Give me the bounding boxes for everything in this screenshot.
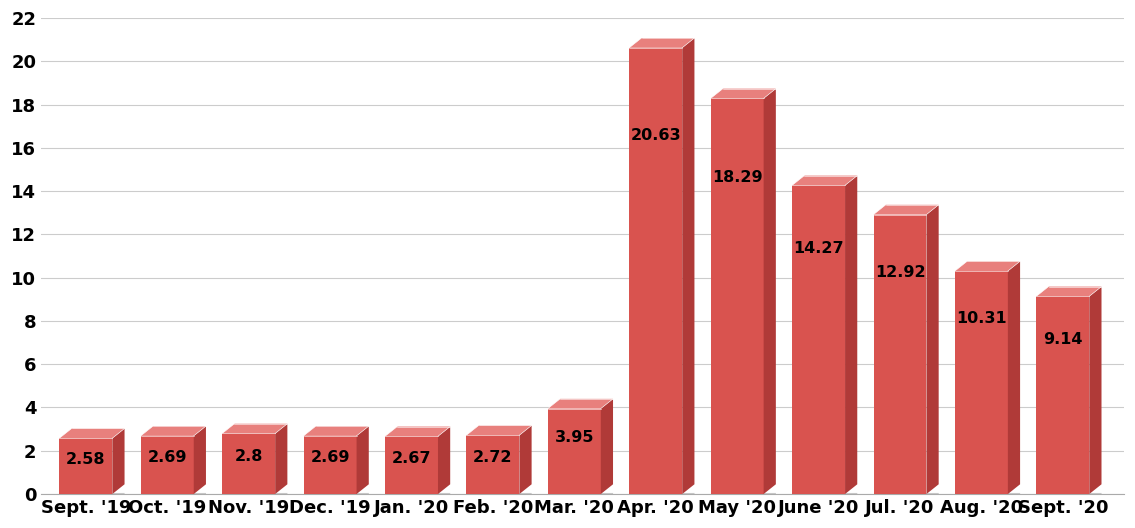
- Bar: [548, 409, 600, 494]
- Polygon shape: [955, 261, 1020, 271]
- Polygon shape: [304, 494, 369, 495]
- Text: 20.63: 20.63: [630, 128, 681, 143]
- Polygon shape: [59, 494, 125, 495]
- Polygon shape: [926, 205, 939, 494]
- Polygon shape: [356, 426, 369, 494]
- Polygon shape: [711, 494, 776, 495]
- Text: 2.69: 2.69: [310, 450, 350, 465]
- Bar: [874, 214, 926, 494]
- Polygon shape: [1090, 287, 1101, 494]
- Bar: [629, 48, 682, 494]
- Text: 2.58: 2.58: [66, 452, 106, 467]
- Text: 18.29: 18.29: [712, 169, 763, 185]
- Text: 2.67: 2.67: [392, 451, 431, 466]
- Polygon shape: [141, 494, 205, 495]
- Polygon shape: [141, 426, 205, 436]
- Bar: [466, 435, 520, 494]
- Polygon shape: [222, 494, 287, 495]
- Bar: [304, 436, 356, 494]
- Polygon shape: [629, 38, 695, 48]
- Polygon shape: [764, 89, 776, 494]
- Text: 12.92: 12.92: [875, 265, 925, 280]
- Polygon shape: [548, 494, 613, 495]
- Polygon shape: [600, 399, 613, 494]
- Polygon shape: [222, 424, 287, 433]
- Text: 2.72: 2.72: [473, 450, 513, 465]
- Text: 3.95: 3.95: [555, 430, 594, 445]
- Polygon shape: [874, 205, 939, 214]
- Bar: [385, 436, 438, 494]
- Polygon shape: [275, 424, 287, 494]
- Text: 14.27: 14.27: [793, 241, 844, 256]
- Bar: [141, 436, 194, 494]
- Polygon shape: [438, 427, 451, 494]
- Polygon shape: [466, 494, 531, 495]
- Polygon shape: [548, 399, 613, 409]
- Polygon shape: [874, 494, 939, 495]
- Bar: [1036, 296, 1090, 494]
- Polygon shape: [682, 38, 695, 494]
- Polygon shape: [1008, 261, 1020, 494]
- Polygon shape: [711, 89, 776, 98]
- Polygon shape: [955, 494, 1020, 495]
- Polygon shape: [846, 176, 857, 494]
- Bar: [711, 98, 764, 494]
- Text: 2.8: 2.8: [235, 449, 263, 464]
- Bar: [59, 438, 112, 494]
- Polygon shape: [1036, 494, 1101, 495]
- Polygon shape: [629, 494, 695, 495]
- Polygon shape: [520, 426, 531, 494]
- Text: 9.14: 9.14: [1043, 332, 1083, 347]
- Polygon shape: [466, 426, 531, 435]
- Polygon shape: [112, 429, 125, 494]
- Text: 10.31: 10.31: [956, 311, 1007, 326]
- Polygon shape: [385, 427, 451, 436]
- Polygon shape: [385, 494, 451, 495]
- Bar: [955, 271, 1008, 494]
- Polygon shape: [59, 429, 125, 438]
- Polygon shape: [194, 426, 205, 494]
- Text: 2.69: 2.69: [148, 450, 187, 465]
- Polygon shape: [304, 426, 369, 436]
- Polygon shape: [792, 494, 857, 495]
- Bar: [222, 433, 275, 494]
- Polygon shape: [1036, 287, 1101, 296]
- Polygon shape: [792, 176, 857, 185]
- Bar: [792, 185, 846, 494]
